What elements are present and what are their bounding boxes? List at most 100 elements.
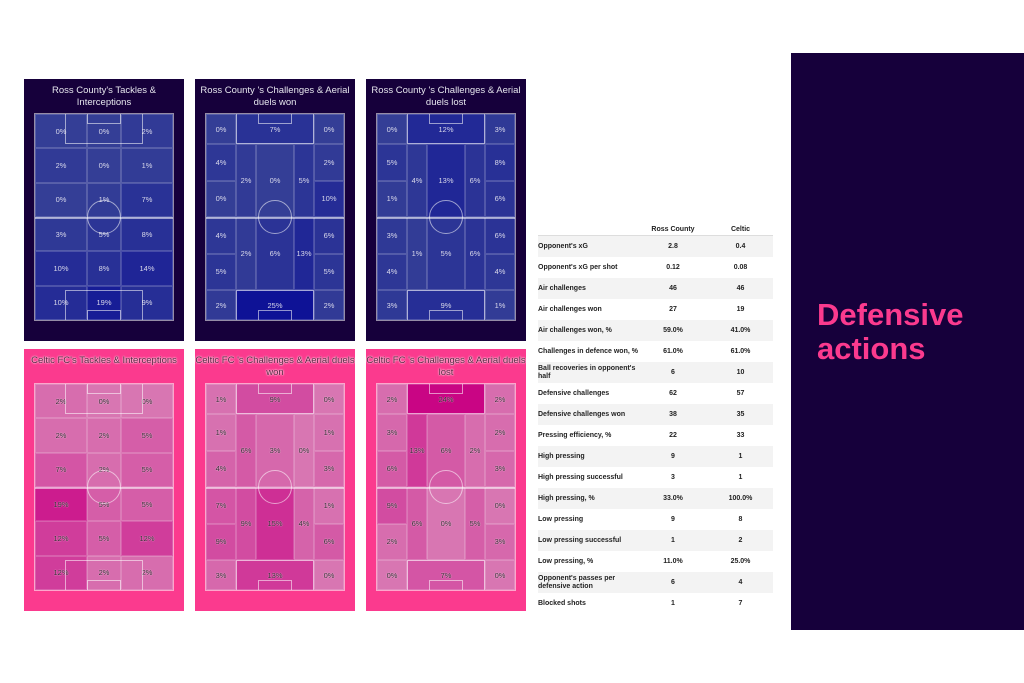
celtic-value: 10 (736, 369, 745, 376)
heatmap-zone: 0% (87, 384, 121, 419)
heatmap-zone: 0% (87, 148, 121, 183)
heatmap-zone: 10% (314, 180, 344, 217)
panel-title: Celtic FC's Tackles & Interceptions (31, 355, 177, 366)
heatmap-zone: 6% (465, 144, 485, 217)
heatmap-zone: 12% (121, 521, 173, 556)
heatmap-zone: 4% (377, 253, 407, 290)
heatmap-zone: 5% (87, 521, 121, 556)
celtic-value: 100.0% (728, 495, 753, 502)
heatmap-zone: 9% (206, 523, 236, 560)
ross-county-value: 9 (671, 453, 675, 460)
heatmap-zone: 6% (314, 523, 344, 560)
heatmap-zone: 5% (294, 144, 314, 217)
heatmap-zone: 2% (35, 384, 87, 419)
heatmap-zone: 4% (206, 217, 236, 254)
football-pitch: 2% 0% 0% 2% 2% 5% 7% 2% 5% 19% 5% 5% 12% 5% 12% 12% 2% 2% (34, 383, 174, 591)
heatmap-zone: 2% (314, 290, 344, 320)
heatmap-zone: 6% (465, 217, 485, 290)
football-pitch: 2% 24% 2% 3% 6% 13% 6% 2% 2% 3% 9% 2% 6% 0% 5% 0% 3% 0% 7%… (376, 383, 516, 591)
heatmap-zone: 0% (294, 414, 314, 487)
heatmap-zone: 5% (377, 144, 407, 181)
heatmap-zone: 3% (377, 290, 407, 320)
ross-county-value: 61.0% (663, 348, 683, 355)
celtic-value: 33 (736, 432, 745, 439)
heatmap-zone: 0% (35, 182, 87, 217)
ross-county-value: 59.0% (663, 327, 683, 334)
heatmap-zone: 24% (407, 384, 485, 414)
heatmap-zone: 6% (427, 414, 465, 487)
heatmap-zone: 0% (206, 180, 236, 217)
metric-label: Low pressing successful (538, 536, 622, 544)
metric-label: High pressing, % (538, 494, 595, 502)
heatmap-zone: 2% (121, 114, 173, 149)
heatmap-zone: 7% (407, 560, 485, 590)
table-row: Low pressing 9 8 (538, 509, 773, 530)
table-row: Low pressing successful 1 2 (538, 530, 773, 551)
heatmap-zone: 0% (485, 487, 515, 524)
table-row: High pressing, % 33.0% 100.0% (538, 488, 773, 509)
heatmap-zone: 0% (121, 384, 173, 419)
heatmap-zone: 6% (236, 414, 256, 487)
heatmap-zone: 1% (206, 384, 236, 414)
heatmap-panel-ce-lost: Celtic FC 's Challenges & Aerial duels l… (366, 349, 526, 611)
heatmap-zone: 1% (407, 217, 427, 290)
heatmap-zone: 5% (314, 253, 344, 290)
ross-county-value: 6 (671, 369, 675, 376)
ross-county-value: 38 (669, 411, 677, 418)
table-row: Air challenges won 27 19 (538, 299, 773, 320)
celtic-value: 7 (738, 600, 743, 607)
heatmap-zone: 5% (87, 487, 121, 522)
table-row: Opponent's passes per defensive action 6 4 (538, 572, 773, 593)
celtic-value: 1 (738, 453, 743, 460)
heatmap-zone: 13% (427, 144, 465, 217)
heatmap-zone: 2% (206, 290, 236, 320)
heatmap-zone: 14% (121, 251, 173, 286)
panel-title: Ross County 's Challenges & Aerial duels… (371, 85, 521, 108)
header-ross-county: Ross County (651, 226, 695, 233)
heatmap-zone: 3% (314, 450, 344, 487)
heatmap-zone: 2% (87, 555, 121, 590)
heatmap-zone: 25% (236, 290, 314, 320)
heatmap-zone: 2% (236, 144, 256, 217)
heatmap-panel-ce-ti: Celtic FC's Tackles & Interceptions 2% 0% 0… (24, 349, 184, 611)
football-pitch: 0% 7% 0% 4% 0% 2% 0% 5% 2% 10% 4% 5% 2% 6% 13% 6% 5% 2% 25… (205, 113, 345, 321)
heatmap-zone: 6% (314, 217, 344, 254)
metric-label: High pressing successful (538, 473, 623, 481)
heatmap-zone: 13% (407, 414, 427, 487)
heatmap-zone: 0% (314, 560, 344, 590)
ross-county-value: 0.12 (666, 264, 680, 271)
metric-label: Ball recoveries in opponent's half (538, 364, 636, 380)
heatmap-zone: 5% (121, 418, 173, 453)
heatmap-zone: 3% (377, 217, 407, 254)
heatmap-zone: 5% (465, 487, 485, 560)
celtic-value: 25.0% (730, 558, 751, 565)
heatmap-zone: 4% (485, 253, 515, 290)
heatmap-panel-rc-won: Ross County 's Challenges & Aerial duels… (195, 79, 355, 341)
heatmap-zone: 5% (206, 253, 236, 290)
heatmap-zone: 1% (314, 487, 344, 524)
heatmap-zone: 10% (35, 285, 87, 320)
heatmap-zone: 4% (407, 144, 427, 217)
heatmap-zone: 1% (485, 290, 515, 320)
metric-label: Air challenges won, % (538, 326, 612, 334)
metric-label: Defensive challenges won (538, 410, 626, 418)
section-title: Defensive actions (817, 297, 964, 366)
heatmap-zone: 1% (87, 182, 121, 217)
heatmap-zone: 12% (35, 555, 87, 590)
heatmap-zone: 5% (121, 487, 173, 522)
heatmap-zone: 0% (485, 560, 515, 590)
heatmap-zone: 0% (256, 144, 294, 217)
heatmap-zone: 12% (35, 521, 87, 556)
heatmap-zone: 0% (35, 114, 87, 149)
celtic-value: 19 (736, 306, 745, 313)
football-pitch: 0% 12% 3% 5% 1% 4% 13% 6% 8% 6% 3% 4% 1% 5% 6% 6% 4% 3% 9%… (376, 113, 516, 321)
heatmap-zone: 4% (206, 450, 236, 487)
heatmap-zone: 0% (206, 114, 236, 144)
metric-label: Blocked shots (538, 599, 586, 607)
heatmap-zone: 8% (87, 251, 121, 286)
ross-county-value: 1 (671, 600, 675, 607)
ross-county-value: 3 (671, 474, 675, 481)
heatmap-zone: 9% (407, 290, 485, 320)
table-row: Blocked shots 1 7 (538, 593, 773, 614)
heatmap-zone: 8% (121, 217, 173, 252)
